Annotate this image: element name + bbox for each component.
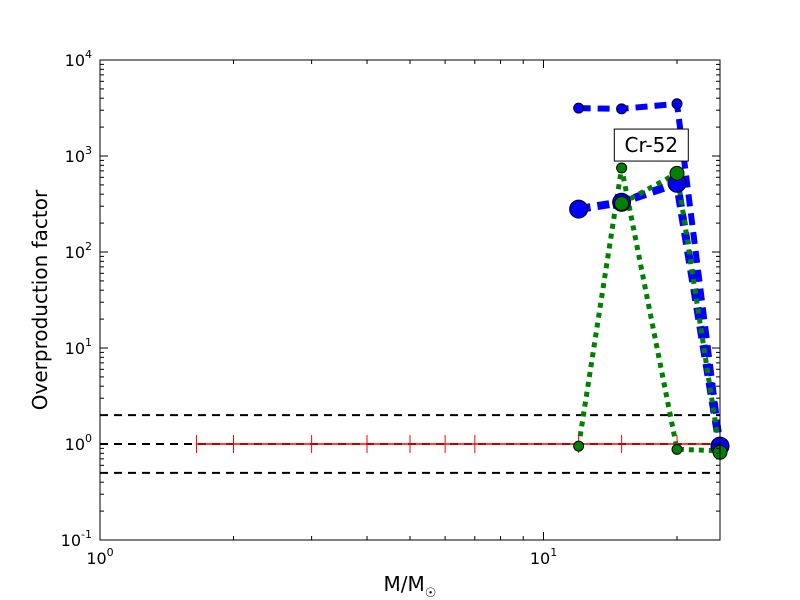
data-point <box>569 199 589 219</box>
data-point <box>616 103 628 115</box>
data-point <box>671 98 683 110</box>
annotation-label: Cr-52 <box>625 133 679 157</box>
data-point <box>671 443 683 455</box>
x-tick-label: 100 <box>86 546 113 568</box>
x-axis-label: M/M☉ <box>384 572 437 600</box>
x-tick-label: 101 <box>530 546 557 568</box>
data-series <box>195 98 730 460</box>
y-tick-label: 101 <box>65 336 92 358</box>
y-axis-label: Overproduction factor <box>28 189 52 410</box>
data-point <box>669 165 685 181</box>
y-tick-label: 100 <box>65 432 92 454</box>
y-tick-label: 103 <box>65 144 92 166</box>
data-point <box>573 102 585 114</box>
data-point <box>616 162 628 174</box>
series-line <box>576 165 721 454</box>
data-point <box>573 440 585 452</box>
data-point <box>614 196 630 212</box>
y-tick-label: 10-1 <box>61 528 92 550</box>
y-tick-label: 104 <box>65 48 92 70</box>
y-tick-label: 102 <box>65 240 92 262</box>
annotation-box <box>613 128 689 162</box>
annotation: Cr-52 <box>613 128 689 162</box>
series-line <box>578 100 723 445</box>
series-line <box>577 179 724 447</box>
